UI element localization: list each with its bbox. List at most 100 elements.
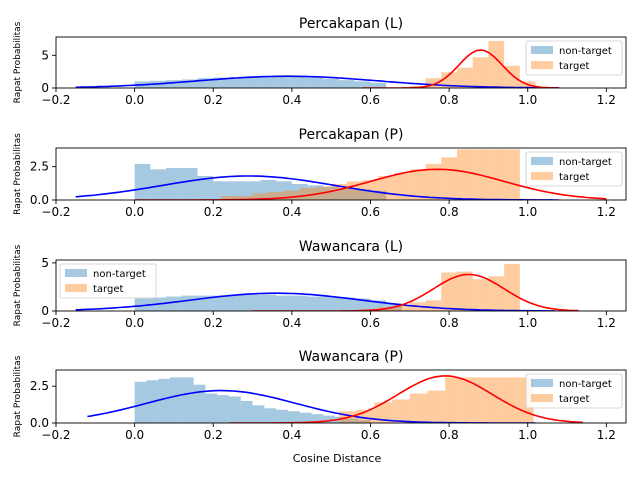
nontarget-bar	[339, 297, 355, 311]
nontarget-bar	[264, 408, 277, 423]
nontarget-bar	[205, 393, 218, 423]
x-tick-label: 0.6	[361, 205, 380, 219]
target-bar	[472, 57, 489, 88]
nontarget-bar	[323, 296, 340, 311]
nontarget-bar	[228, 294, 245, 311]
target-bar	[427, 390, 446, 423]
x-tick-label: 1.0	[518, 93, 537, 107]
target-fit-line	[362, 49, 560, 88]
nontarget-bar	[134, 298, 151, 311]
nontarget-bar	[181, 79, 198, 88]
nontarget-bar	[335, 417, 347, 423]
nontarget-bar	[244, 181, 261, 200]
nontarget-bar	[354, 189, 371, 200]
x-tick-label: 0.0	[125, 316, 144, 330]
legend-box	[59, 263, 157, 299]
nontarget-bar	[244, 76, 261, 88]
nontarget-bar	[354, 298, 371, 311]
panel-title: Percakapan (L)	[299, 16, 403, 32]
legend-label-nontarget: non-target	[93, 269, 146, 280]
y-axis-label: Rapat Probabilitas	[13, 21, 23, 103]
nontarget-bar	[228, 396, 241, 423]
x-tick-label: −0.2	[41, 316, 70, 330]
target-bar	[488, 276, 505, 311]
nontarget-bar	[323, 415, 336, 423]
legend-swatch-nontarget	[531, 157, 553, 165]
x-tick-label: 0.8	[440, 93, 459, 107]
legend-box	[525, 373, 623, 409]
y-tick-label: 0	[41, 304, 49, 318]
target-bar	[456, 271, 473, 311]
target-bar	[409, 169, 426, 200]
nontarget-bar	[217, 395, 229, 423]
panel-title: Wawancara (L)	[299, 239, 403, 255]
nontarget-bar	[307, 185, 324, 200]
nontarget-bar	[311, 414, 324, 423]
chart-panel-1: −0.2 0.0 0.2 0.4 0.6 0.8 1.0 1.2 0 5 Percakapan (L…	[13, 16, 627, 107]
x-tick-label: 0.6	[361, 316, 380, 330]
chart-panel-4: −0.2 0.0 0.2 0.4 0.6 0.8 1.0 1.20.02.5Wawancara…	[13, 349, 627, 442]
x-tick-label: 0.2	[204, 428, 223, 442]
nontarget-bar	[260, 180, 277, 200]
y-axis-label: Rapat Probabilitas	[13, 355, 23, 437]
target-bar	[441, 272, 457, 311]
nontarget-bar	[181, 377, 194, 423]
y-tick-label: 5	[41, 48, 49, 62]
legend-swatch-target	[531, 172, 553, 180]
nontarget-bar	[339, 80, 355, 88]
x-tick-label: 0.6	[361, 93, 380, 107]
legend-label-target: target	[559, 172, 589, 183]
y-tick-label: 0	[41, 81, 49, 95]
target-bar	[221, 196, 237, 200]
x-tick-label: 1.2	[597, 93, 616, 107]
chart-panel-3: −0.2 0.0 0.2 0.4 0.6 0.8 1.0 1.2 0 5 Wawancara (L)…	[13, 239, 627, 330]
nontarget-bar	[260, 294, 277, 311]
x-tick-label: −0.2	[41, 93, 70, 107]
legend-label-target: target	[559, 61, 589, 72]
nontarget-bar	[134, 164, 151, 200]
nontarget-bar	[181, 295, 198, 311]
plot-data	[75, 40, 560, 88]
x-tick-label: 0.8	[440, 205, 459, 219]
plot-frame	[55, 36, 627, 89]
y-axis-label: Rapat Probabilitas	[13, 133, 23, 215]
legend-label-nontarget: non-target	[559, 379, 612, 390]
y-tick-label: 2.5	[30, 160, 49, 174]
nontarget-fit-line	[75, 175, 560, 200]
target-bar	[504, 149, 520, 200]
legend: non-target target	[525, 40, 623, 76]
nontarget-bar	[197, 176, 214, 200]
target-bar	[498, 377, 516, 423]
nontarget-bar	[287, 411, 300, 423]
panel-title: Percakapan (P)	[299, 127, 404, 143]
nontarget-bar	[339, 188, 355, 200]
nontarget-bar	[244, 294, 261, 311]
target-bar	[456, 67, 473, 88]
x-tick-label: 0.6	[361, 428, 380, 442]
nontarget-bar	[291, 295, 308, 311]
nontarget-fit-line	[75, 75, 560, 88]
plot-data	[87, 375, 583, 423]
nontarget-bar	[291, 76, 308, 88]
target-bar	[378, 176, 395, 200]
nontarget-bar	[307, 296, 324, 311]
target-bar	[425, 78, 442, 88]
nontarget-bar	[346, 418, 359, 423]
legend-box	[525, 40, 623, 76]
x-tick-label: 0.4	[282, 428, 301, 442]
target-bar	[445, 377, 463, 423]
x-tick-label: 1.2	[597, 316, 616, 330]
nontarget-bar	[260, 76, 277, 88]
nontarget-bar	[213, 181, 229, 200]
y-tick-label: 0.0	[30, 416, 49, 430]
panel-title: Wawancara (P)	[299, 349, 404, 365]
target-bar	[268, 192, 284, 200]
nontarget-bar	[307, 77, 324, 88]
x-tick-label: −0.2	[41, 205, 70, 219]
plot-frame	[55, 259, 627, 312]
chart-panel-2: −0.2 0.0 0.2 0.4 0.6 0.8 1.0 1.20.02.5Percakapa…	[13, 127, 627, 219]
nontarget-bar	[150, 169, 167, 200]
target-bar	[284, 190, 300, 200]
x-tick-label: 1.0	[518, 428, 537, 442]
